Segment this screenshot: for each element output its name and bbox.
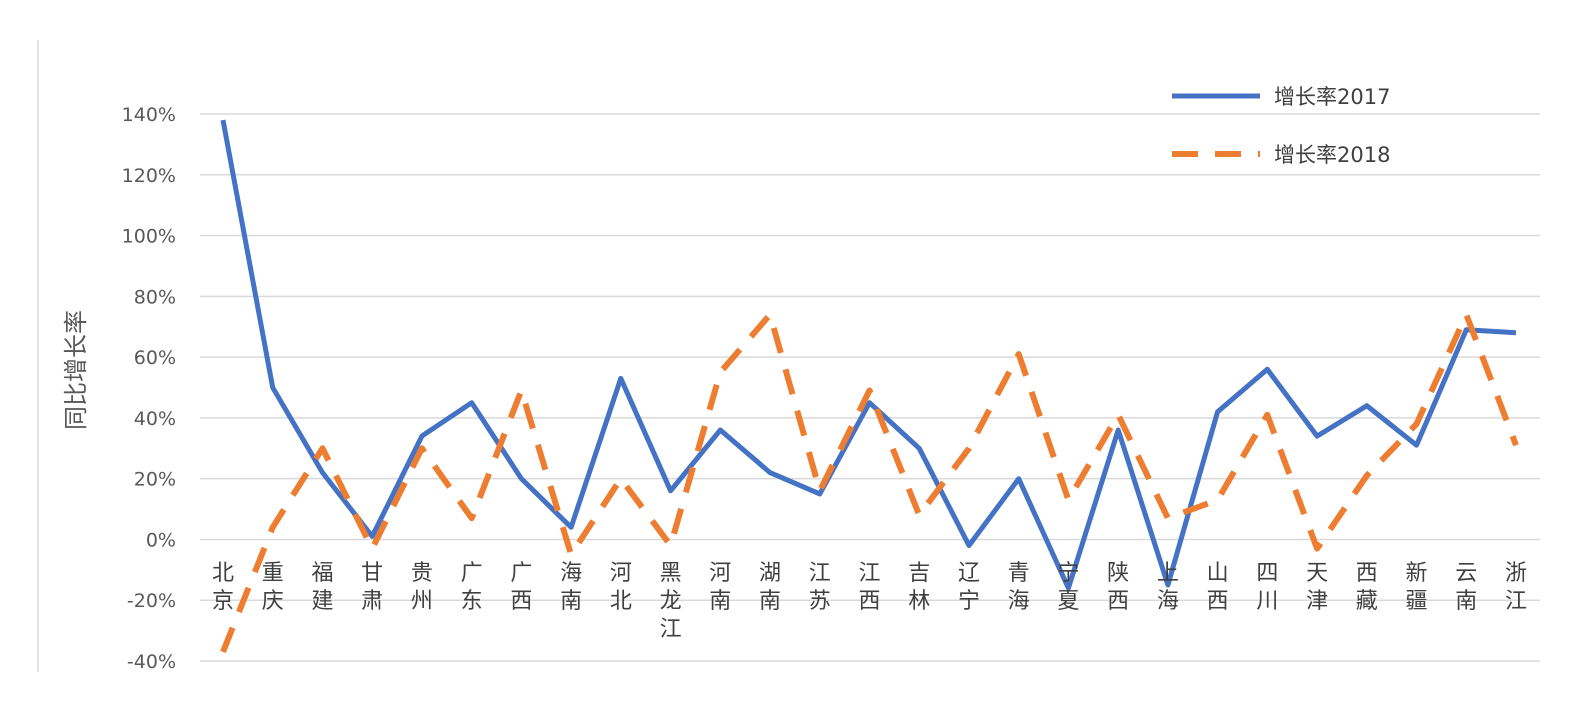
x-category-label: 甘肃	[361, 561, 383, 614]
x-category-label: 广西	[510, 561, 532, 614]
x-category-label: 海南	[560, 561, 582, 614]
x-category-label: 四川	[1256, 561, 1278, 614]
x-category-label: 新疆	[1406, 561, 1428, 614]
x-category-label: 青海	[1008, 561, 1030, 614]
x-category-label: 河北	[610, 561, 632, 614]
series-line-1	[220, 119, 1517, 591]
x-category-label: 广东	[461, 561, 483, 614]
x-category-label: 河南	[709, 561, 731, 614]
x-category-label: 福建	[311, 561, 333, 614]
y-axis-title: 同比增长率	[62, 310, 90, 430]
x-category-label: 陕西	[1107, 561, 1129, 614]
x-category-label: 山西	[1207, 561, 1229, 614]
y-tick-label: 0%	[146, 529, 176, 551]
x-category-label: 辽宁	[958, 561, 980, 614]
series-line-2	[220, 311, 1519, 654]
y-tick-label: 140%	[122, 104, 176, 126]
series-lines	[220, 119, 1519, 654]
legend: 增长率2017 增长率2018	[1172, 85, 1390, 167]
x-category-label: 浙江	[1505, 561, 1527, 614]
x-category-label: 宁夏	[1057, 561, 1079, 614]
x-category-label: 江苏	[809, 561, 831, 614]
x-category-label: 云南	[1455, 561, 1477, 614]
y-tick-label: 100%	[122, 226, 176, 248]
y-tick-label: 40%	[134, 408, 176, 430]
x-category-label: 重庆	[262, 561, 284, 614]
x-category-label: 贵州	[411, 561, 433, 614]
y-tick-label: 120%	[122, 165, 176, 187]
x-category-label: 上海	[1157, 561, 1179, 614]
x-category-label: 黑龙江	[660, 561, 682, 642]
legend-label-2: 增长率2018	[1274, 143, 1390, 167]
y-tick-label: 60%	[134, 347, 176, 369]
x-category-label: 西藏	[1356, 561, 1378, 614]
x-category-label: 吉林	[908, 561, 930, 614]
gridlines	[200, 113, 1540, 662]
y-tick-label: -40%	[127, 651, 176, 673]
y-tick-label: 20%	[134, 469, 176, 491]
x-category-label: 天津	[1306, 561, 1328, 614]
x-category-label: 北京	[212, 561, 234, 614]
y-tick-label: 80%	[134, 286, 176, 308]
x-category-label: 江西	[858, 561, 880, 614]
legend-label-1: 增长率2017	[1274, 85, 1390, 109]
y-axis-ticks: -40% -20% 0% 20% 40% 60% 80% 100% 120% 140%	[122, 104, 176, 673]
x-category-label: 湖南	[759, 561, 781, 614]
y-tick-label: -20%	[127, 590, 176, 612]
